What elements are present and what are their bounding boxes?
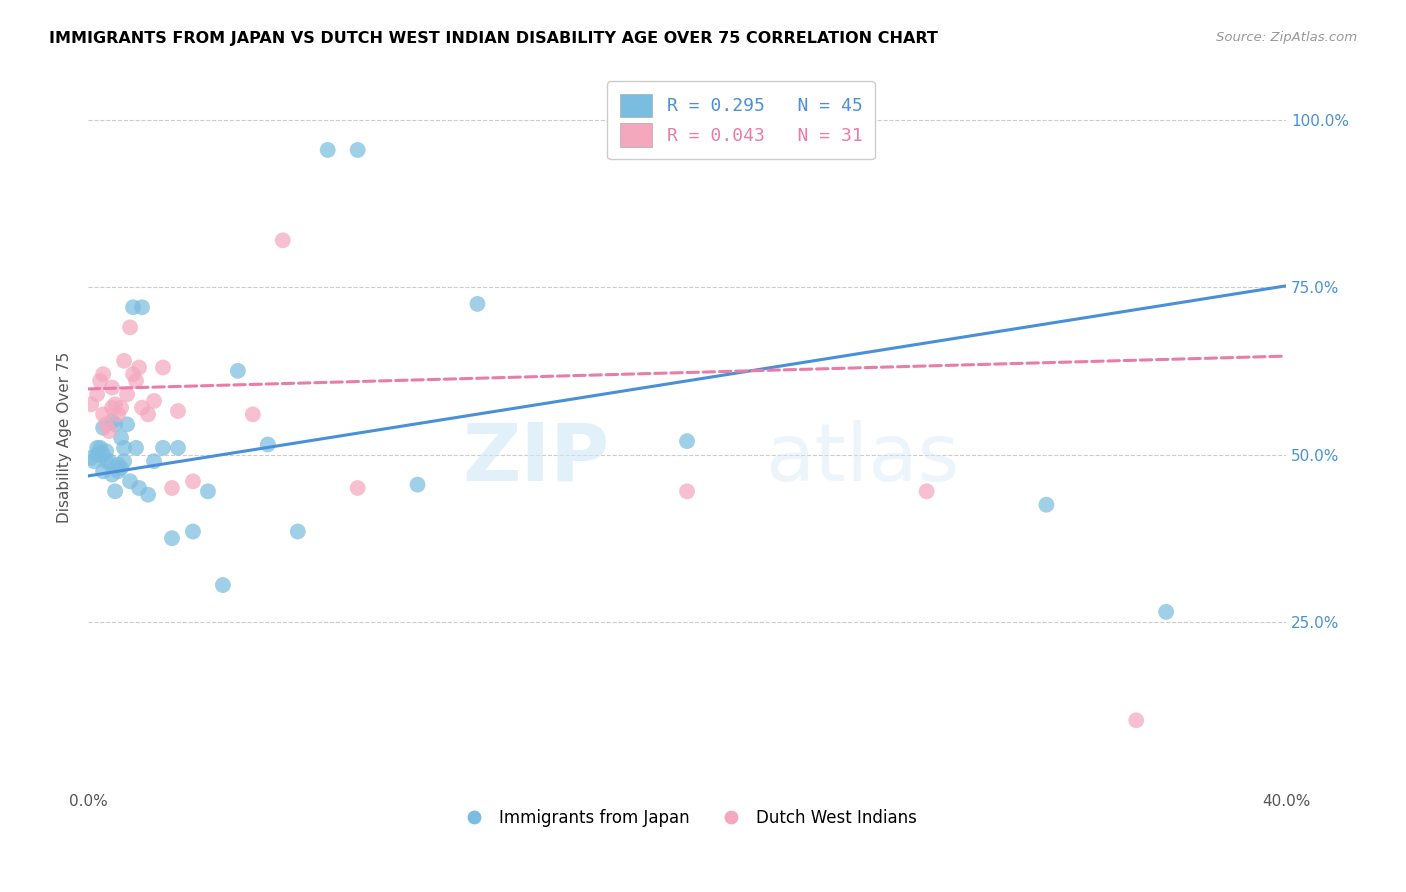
Point	[94, 454, 117, 468]
Point	[181, 524, 204, 539]
Point	[467, 297, 489, 311]
Point	[167, 404, 190, 418]
Point	[125, 374, 148, 388]
Point	[83, 454, 105, 468]
Point	[160, 531, 183, 545]
Point	[256, 437, 278, 451]
Point	[86, 387, 108, 401]
Text: IMMIGRANTS FROM JAPAN VS DUTCH WEST INDIAN DISABILITY AGE OVER 75 CORRELATION CH: IMMIGRANTS FROM JAPAN VS DUTCH WEST INDI…	[49, 31, 938, 46]
Point	[104, 484, 127, 499]
Point	[91, 421, 114, 435]
Point	[110, 401, 132, 415]
Point	[143, 454, 166, 468]
Point	[242, 408, 264, 422]
Point	[122, 300, 145, 314]
Point	[120, 475, 142, 489]
Point	[110, 461, 132, 475]
Point	[212, 578, 235, 592]
Point	[136, 408, 159, 422]
Y-axis label: Disability Age Over 75: Disability Age Over 75	[58, 352, 72, 524]
Text: ZIP: ZIP	[463, 420, 609, 498]
Point	[104, 397, 127, 411]
Point	[143, 394, 166, 409]
Point	[89, 441, 111, 455]
Point	[271, 233, 294, 247]
Point	[91, 368, 114, 382]
Point	[107, 408, 129, 422]
Point	[101, 467, 124, 482]
Point	[676, 484, 699, 499]
Point	[86, 441, 108, 455]
Point	[107, 458, 129, 472]
Point	[1035, 498, 1057, 512]
Point	[316, 143, 339, 157]
Point	[1154, 605, 1177, 619]
Point	[101, 414, 124, 428]
Point	[226, 364, 249, 378]
Point	[89, 374, 111, 388]
Point	[128, 360, 150, 375]
Point	[167, 441, 190, 455]
Point	[86, 448, 108, 462]
Point	[98, 454, 121, 468]
Point	[91, 464, 114, 478]
Point	[107, 464, 129, 478]
Point	[915, 484, 938, 499]
Point	[125, 441, 148, 455]
Point	[110, 431, 132, 445]
Point	[112, 353, 135, 368]
Point	[406, 477, 429, 491]
Point	[104, 417, 127, 432]
Point	[91, 408, 114, 422]
Point	[346, 143, 368, 157]
Point	[152, 360, 174, 375]
Point	[112, 441, 135, 455]
Point	[80, 397, 103, 411]
Point	[152, 441, 174, 455]
Point	[115, 417, 138, 432]
Point	[80, 450, 103, 465]
Point	[120, 320, 142, 334]
Point	[115, 387, 138, 401]
Point	[181, 475, 204, 489]
Point	[128, 481, 150, 495]
Point	[136, 488, 159, 502]
Point	[131, 401, 153, 415]
Point	[1125, 713, 1147, 727]
Point	[160, 481, 183, 495]
Point	[287, 524, 309, 539]
Point	[122, 368, 145, 382]
Text: Source: ZipAtlas.com: Source: ZipAtlas.com	[1216, 31, 1357, 45]
Point	[676, 434, 699, 449]
Legend: Immigrants from Japan, Dutch West Indians: Immigrants from Japan, Dutch West Indian…	[450, 802, 924, 834]
Text: atlas: atlas	[765, 420, 959, 498]
Point	[94, 417, 117, 432]
Point	[91, 448, 114, 462]
Point	[131, 300, 153, 314]
Point	[346, 481, 368, 495]
Point	[197, 484, 219, 499]
Point	[94, 444, 117, 458]
Point	[101, 401, 124, 415]
Point	[98, 424, 121, 438]
Point	[112, 454, 135, 468]
Point	[101, 381, 124, 395]
